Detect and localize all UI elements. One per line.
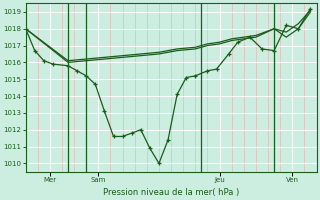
X-axis label: Pression niveau de la mer( hPa ): Pression niveau de la mer( hPa ) (103, 188, 239, 197)
